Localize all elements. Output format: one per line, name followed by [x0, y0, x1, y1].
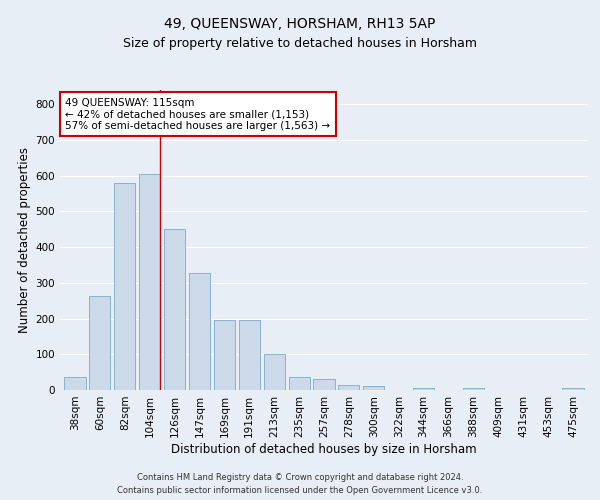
Bar [338, 384, 359, 390]
Bar [562, 388, 584, 390]
Bar [413, 388, 434, 390]
Text: Contains HM Land Registry data © Crown copyright and database right 2024.: Contains HM Land Registry data © Crown c… [137, 474, 463, 482]
Y-axis label: Number of detached properties: Number of detached properties [19, 147, 31, 333]
Bar [114, 183, 136, 390]
Text: 49, QUEENSWAY, HORSHAM, RH13 5AP: 49, QUEENSWAY, HORSHAM, RH13 5AP [164, 18, 436, 32]
Bar [89, 296, 110, 390]
Bar [164, 230, 185, 390]
Text: Size of property relative to detached houses in Horsham: Size of property relative to detached ho… [123, 38, 477, 51]
Bar [189, 273, 210, 390]
Bar [289, 377, 310, 390]
Text: 49 QUEENSWAY: 115sqm
← 42% of detached houses are smaller (1,153)
57% of semi-de: 49 QUEENSWAY: 115sqm ← 42% of detached h… [65, 98, 331, 130]
Bar [263, 354, 285, 390]
Text: Contains public sector information licensed under the Open Government Licence v3: Contains public sector information licen… [118, 486, 482, 495]
Bar [214, 320, 235, 390]
Bar [139, 174, 160, 390]
Bar [463, 388, 484, 390]
Bar [363, 386, 385, 390]
Bar [64, 377, 86, 390]
Bar [313, 380, 335, 390]
Bar [239, 320, 260, 390]
X-axis label: Distribution of detached houses by size in Horsham: Distribution of detached houses by size … [171, 442, 477, 456]
